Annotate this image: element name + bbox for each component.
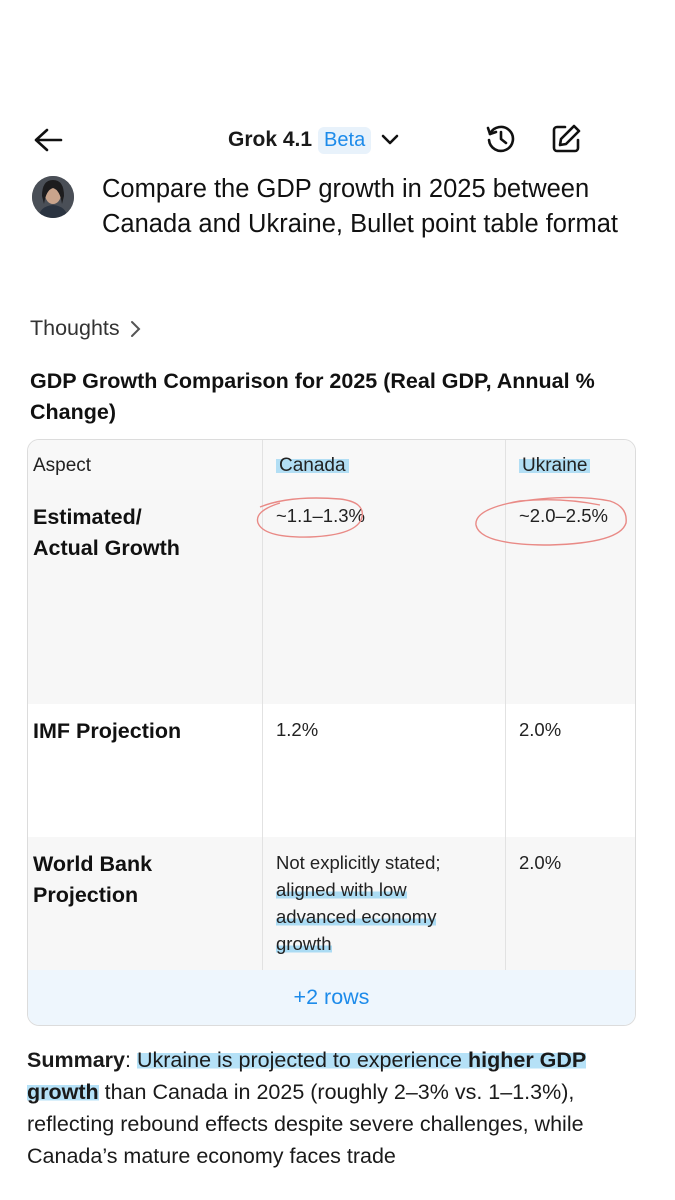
back-button[interactable] [30, 122, 66, 158]
summary-highlight-1: Ukraine is projected to experience [136, 1048, 468, 1072]
edit-icon [552, 124, 581, 153]
table-row: IMF Projection 1.2% 2.0% [28, 704, 635, 838]
summary-paragraph: Summary: Ukraine is projected to experie… [27, 1044, 642, 1172]
row-label: IMF Projection [33, 719, 182, 743]
summary-text: than Canada in 2025 (roughly 2–3% vs. 1–… [27, 1080, 584, 1168]
history-icon [486, 125, 515, 153]
canada-value-part1: Not explicitly stated; [276, 852, 441, 873]
table-header-row: Aspect Canada Ukraine [28, 440, 635, 491]
prompt-text: Compare the GDP growth in 2025 between C… [102, 175, 618, 238]
chevron-down-icon [381, 131, 399, 149]
column-header-aspect: Aspect [33, 455, 92, 476]
arrow-left-icon [34, 128, 63, 152]
row-label: Estimated/ Actual Growth [33, 505, 180, 560]
ukraine-value: ~2.0–2.5% [505, 490, 635, 704]
avatar [32, 176, 74, 218]
chevron-right-icon [130, 320, 141, 337]
summary-colon: : [125, 1048, 137, 1072]
summary-label: Summary [27, 1048, 125, 1072]
column-header-ukraine: Ukraine [505, 440, 635, 490]
row-label: World Bank Projection [33, 852, 153, 907]
table-row: Estimated/ Actual Growth ~1.1–1.3% ~2.0–… [28, 490, 635, 705]
canada-value: 1.2% [262, 704, 505, 837]
model-name: Grok 4.1 [228, 128, 313, 151]
column-header-canada: Canada [262, 440, 505, 490]
comparison-table: Aspect Canada Ukraine Estimated/ Actual … [27, 439, 636, 1026]
ukraine-value: 2.0% [505, 704, 635, 837]
history-button[interactable] [482, 120, 520, 158]
thoughts-label: Thoughts [30, 316, 120, 340]
beta-badge: Beta [318, 126, 372, 154]
thoughts-toggle[interactable]: Thoughts [30, 316, 142, 341]
canada-value: ~1.1–1.3% [262, 490, 505, 704]
new-chat-button[interactable] [547, 120, 585, 158]
canada-value-highlight: aligned with low advanced economy growth [276, 879, 437, 954]
ukraine-value: 2.0% [505, 837, 635, 970]
top-bar: Grok 4.1 Beta [0, 116, 675, 162]
table-row: World Bank Projection Not explicitly sta… [28, 837, 635, 971]
canada-value: Not explicitly stated; aligned with low … [262, 837, 505, 970]
table-title: GDP Growth Comparison for 2025 (Real GDP… [30, 369, 595, 424]
show-more-rows-button[interactable]: +2 rows [28, 970, 635, 1025]
column-header-canada-text: Canada [276, 455, 349, 476]
column-header-ukraine-text: Ukraine [519, 455, 591, 476]
model-selector[interactable]: Grok 4.1 Beta [228, 125, 399, 155]
